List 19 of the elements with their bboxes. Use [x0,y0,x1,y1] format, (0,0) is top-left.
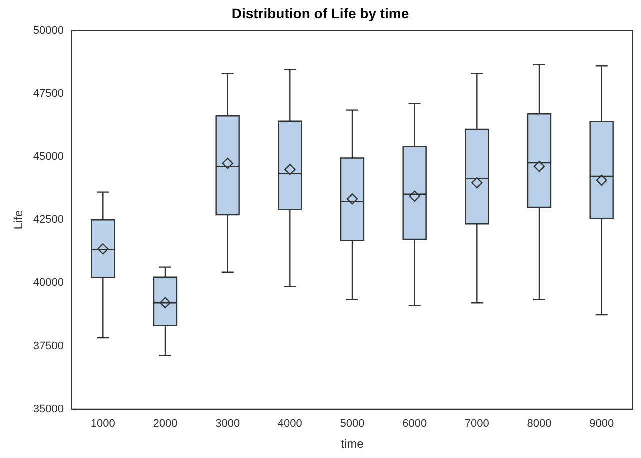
y-tick-label: 37500 [33,340,64,352]
y-tick-label: 47500 [33,88,64,100]
x-tick-label: 3000 [216,418,240,430]
y-tick-label: 45000 [33,151,64,164]
x-tick-label: 7000 [464,418,490,430]
x-axis-title: time [341,437,364,452]
x-tick-label: 4000 [278,418,302,430]
x-tick-label: 5000 [340,418,365,430]
x-tick-label: 2000 [153,418,178,430]
y-axis-title: Life [12,210,26,230]
chart-title: Distribution of Life by time [232,5,410,22]
y-tick-label: 35000 [33,403,64,416]
x-tick-label: 9000 [590,418,614,430]
y-tick-label: 50000 [33,24,64,37]
x-tick-label: 8000 [527,418,552,430]
y-tick-label: 40000 [33,277,64,290]
y-tick-label: 42500 [33,214,64,226]
x-tick-label: 1000 [90,418,116,430]
x-tick-label: 6000 [402,418,428,430]
